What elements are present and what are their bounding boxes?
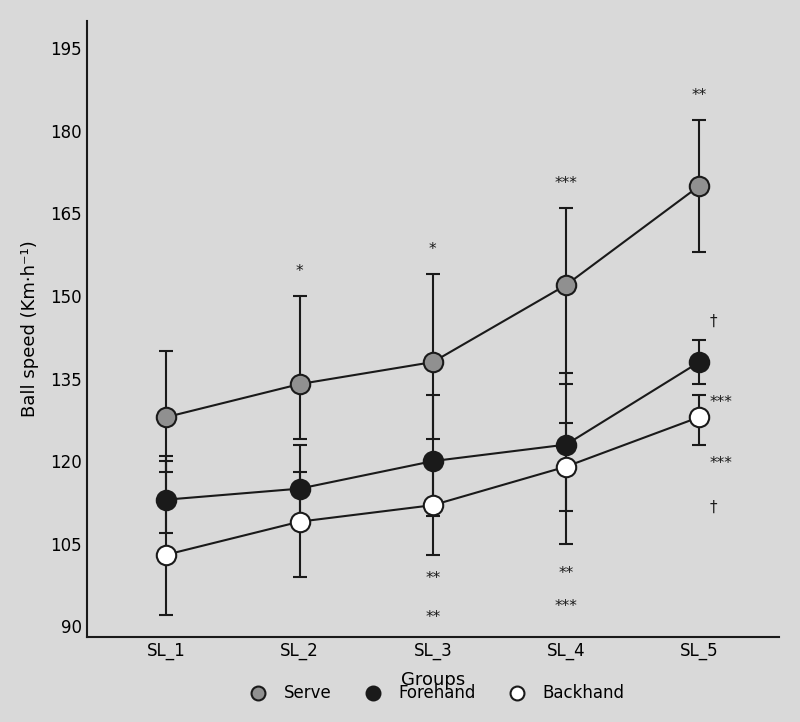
Text: †: † bbox=[710, 500, 718, 515]
Text: ***: *** bbox=[710, 456, 733, 471]
Y-axis label: Ball speed (Km·h⁻¹): Ball speed (Km·h⁻¹) bbox=[21, 240, 39, 417]
Text: ***: *** bbox=[554, 599, 578, 614]
Text: **: ** bbox=[692, 88, 707, 103]
Text: ***: *** bbox=[554, 176, 578, 191]
Text: *: * bbox=[429, 243, 437, 258]
Legend: Serve, Forehand, Backhand: Serve, Forehand, Backhand bbox=[235, 678, 630, 709]
Text: ***: *** bbox=[710, 395, 733, 410]
Text: **: ** bbox=[558, 565, 574, 580]
Text: *: * bbox=[296, 264, 303, 279]
Text: **: ** bbox=[426, 571, 441, 586]
Text: †: † bbox=[710, 314, 718, 329]
X-axis label: Groups: Groups bbox=[401, 671, 465, 690]
Text: **: ** bbox=[426, 609, 441, 625]
